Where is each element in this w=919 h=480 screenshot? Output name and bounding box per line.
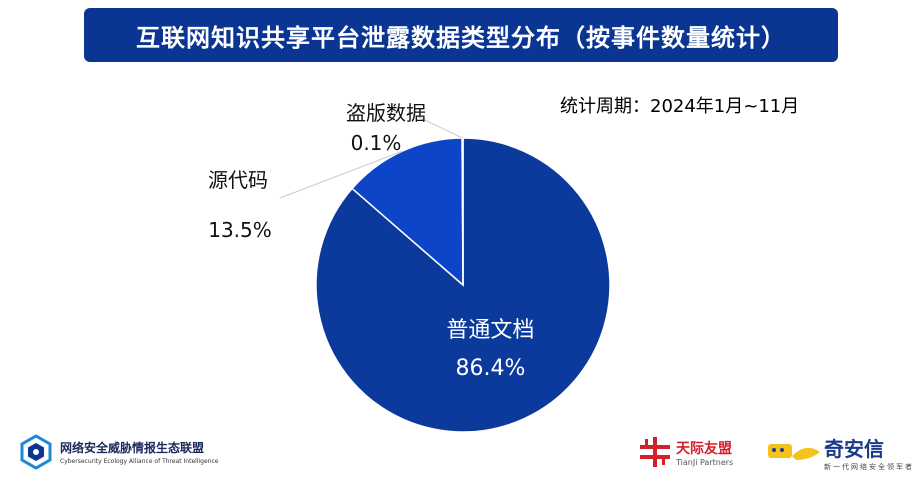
slice-value-2: 0.1% — [351, 131, 402, 155]
title-banner: 互联网知识共享平台泄露数据类型分布（按事件数量统计） — [84, 8, 838, 62]
slice-label-1: 源代码 — [208, 168, 268, 192]
slice-value-1: 13.5% — [208, 218, 272, 242]
footer-qax-logo: 奇安信 新一代网络安全领军者 — [766, 430, 914, 474]
leader-line-2 — [407, 111, 463, 139]
slice-label-0: 普通文档 — [446, 318, 534, 343]
slice-value-0: 86.4% — [455, 356, 525, 381]
period-label: 统计周期：2024年1月~11月 — [560, 96, 800, 117]
alliance-name: 网络安全威胁情报生态联盟 — [60, 441, 205, 455]
alliance-name-en: Cybersecurity Ecology Alliance of Threat… — [60, 458, 219, 465]
qax-slogan: 新一代网络安全领军者 — [824, 462, 914, 471]
alliance-logo-icon — [20, 434, 52, 470]
tianji-logo-icon — [640, 437, 670, 467]
leader-line-1 — [279, 150, 402, 199]
chart-title: 互联网知识共享平台泄露数据类型分布（按事件数量统计） — [136, 23, 786, 52]
pie-slice-2 — [461, 137, 464, 286]
footer-alliance-logo: 网络安全威胁情报生态联盟 Cybersecurity Ecology Allia… — [18, 432, 218, 472]
pie-slice-1 — [351, 137, 464, 287]
tianji-name-en: TianJi Partners — [676, 457, 734, 467]
slice-label-2: 盗版数据 — [346, 101, 426, 125]
footer-tianji-logo: 天际友盟 TianJi Partners — [638, 432, 733, 472]
tianji-name: 天际友盟 — [676, 440, 732, 457]
qax-name: 奇安信 — [824, 436, 884, 461]
qax-logo-icon — [768, 444, 820, 460]
